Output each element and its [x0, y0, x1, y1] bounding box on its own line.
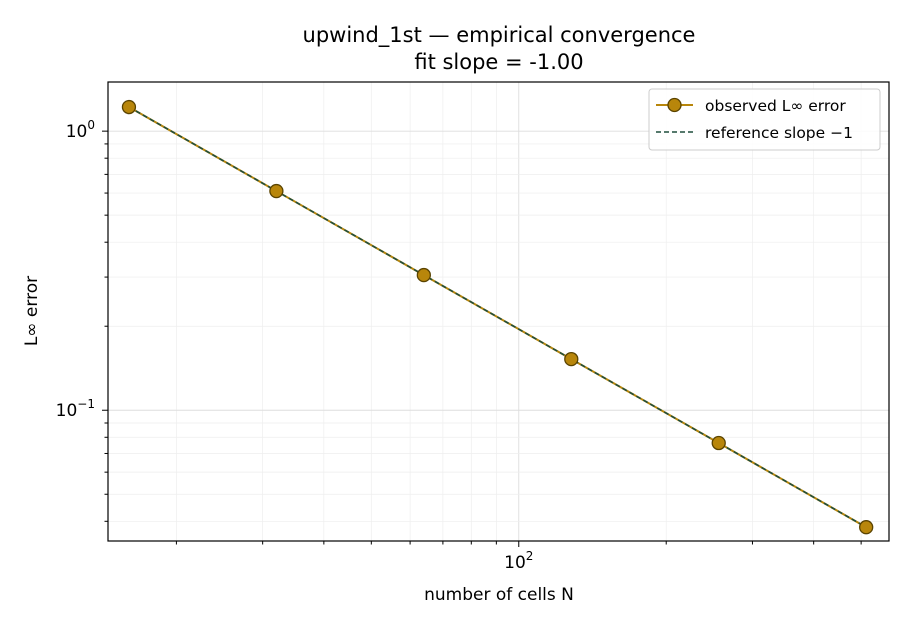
x-axis-label: number of cells N	[424, 585, 574, 605]
x-tick-label: 102	[504, 549, 533, 573]
legend: observed L∞ error reference slope −1	[648, 88, 881, 151]
plot-frame	[107, 81, 890, 542]
legend-label-observed: observed L∞ error	[705, 97, 846, 115]
data-point	[711, 435, 726, 451]
y-tick-label: 100	[66, 118, 95, 142]
chart-title: upwind_1st — empirical convergence	[303, 23, 696, 48]
data-point	[564, 351, 579, 367]
y-axis-label: L∞ error	[22, 276, 42, 346]
data-point	[416, 267, 431, 283]
series-line-reference	[128, 106, 867, 528]
axis-ticks: 102 100 10−1	[56, 118, 862, 573]
y-tick-label: 10−1	[56, 397, 95, 421]
chart-subtitle: fit slope = -1.00	[414, 50, 583, 74]
grid	[108, 82, 889, 541]
data-point	[269, 183, 284, 199]
legend-label-reference: reference slope −1	[705, 124, 853, 142]
series-layer	[121, 99, 874, 535]
data-point	[859, 520, 874, 535]
data-point	[121, 99, 137, 115]
legend-marker-observed	[667, 97, 682, 113]
legend-box	[648, 88, 881, 151]
